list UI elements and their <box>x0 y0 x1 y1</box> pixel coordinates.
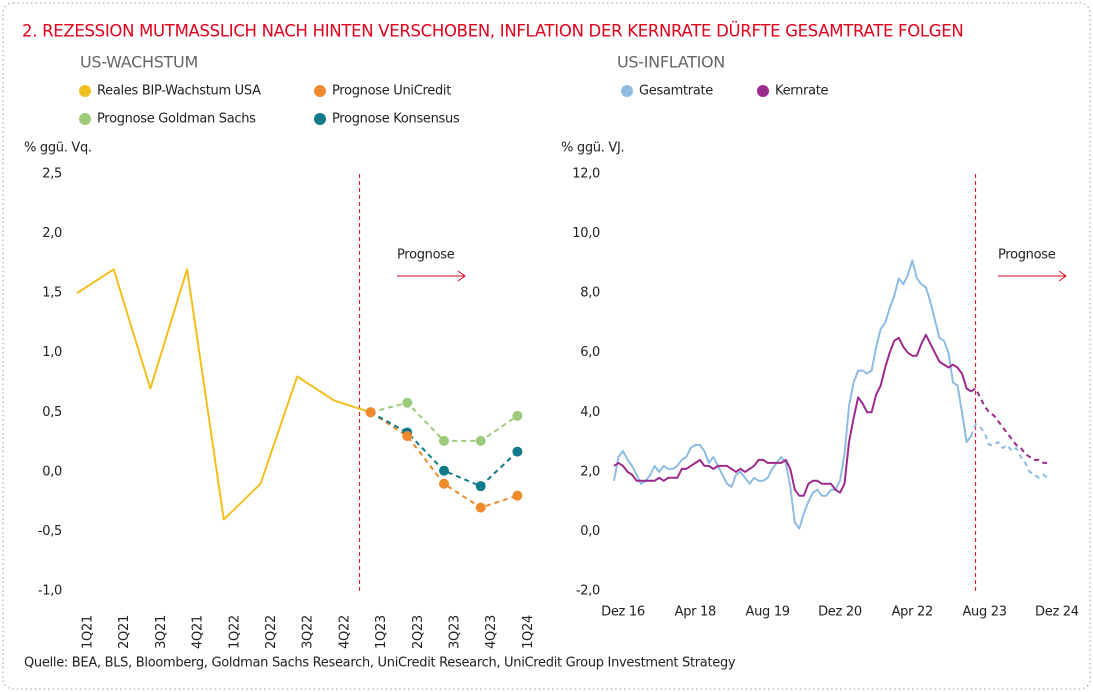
y-axis-label: % ggü. Vq. <box>24 141 92 156</box>
line <box>370 411 518 509</box>
legend-label: Prognose UniCredit <box>332 84 451 99</box>
line <box>76 268 371 521</box>
x-tick-label: 3Q22 <box>301 615 316 649</box>
y-tick-label: 2,5 <box>42 167 62 182</box>
y-tick-label: 10,0 <box>572 226 600 241</box>
legend-marker <box>757 85 769 97</box>
x-tick-label: 1Q21 <box>81 615 96 649</box>
x-tick-label: 2Q23 <box>411 615 426 649</box>
y-tick-label: 0,5 <box>42 405 62 420</box>
legend-label: Kernrate <box>775 84 829 99</box>
x-tick-label: 4Q22 <box>337 615 352 649</box>
point <box>512 446 523 457</box>
x-tick-label: 3Q23 <box>448 615 463 649</box>
x-tick-label: 3Q21 <box>154 615 169 649</box>
legend-label: Prognose Konsensus <box>332 112 460 127</box>
y-tick-label: 6,0 <box>580 345 600 360</box>
y-axis-label: % ggü. VJ. <box>561 141 624 156</box>
x-tick-label: 4Q21 <box>191 615 206 649</box>
line <box>613 333 972 497</box>
y-tick-label: -1,0 <box>38 584 62 599</box>
x-tick-label: 2Q22 <box>264 615 279 649</box>
y-tick-label: 2,0 <box>42 226 62 241</box>
point <box>475 481 486 492</box>
point <box>439 478 449 489</box>
legend-marker <box>314 113 326 125</box>
page-title: 2. REZESSION MUTMASSLICH NACH HINTEN VER… <box>22 22 963 41</box>
x-tick-label: Apr 18 <box>675 605 716 620</box>
chart-title: US-INFLATION <box>617 53 725 72</box>
x-tick-label: 2Q21 <box>117 615 132 649</box>
line <box>370 401 518 442</box>
source: Quelle: BEA, BLS, Bloomberg, Goldman Sac… <box>24 656 736 671</box>
legend-label: Prognose Goldman Sachs <box>97 112 256 127</box>
y-tick-label: 1,0 <box>42 345 62 360</box>
legend-marker <box>79 113 91 125</box>
point <box>512 410 523 421</box>
y-tick-label: 2,0 <box>580 464 600 479</box>
x-tick-label: Dez 16 <box>601 605 645 620</box>
point <box>439 435 449 446</box>
x-tick-label: 1Q24 <box>521 615 536 649</box>
legend-marker <box>314 85 326 97</box>
line <box>970 423 1049 479</box>
x-tick-label: 1Q23 <box>374 615 389 649</box>
arrow <box>998 270 1067 282</box>
y-tick-label: -0,5 <box>38 524 62 539</box>
legend-marker <box>79 85 91 97</box>
point <box>475 435 486 446</box>
y-tick-label: 0,0 <box>580 524 600 539</box>
legend-marker <box>621 85 633 97</box>
point <box>402 431 413 442</box>
x-tick-label: 1Q22 <box>227 615 242 649</box>
line <box>970 387 1048 464</box>
point <box>439 465 449 476</box>
legend-label: Reales BIP-Wachstum USA <box>97 84 261 99</box>
point <box>512 490 523 501</box>
y-tick-label: 8,0 <box>580 286 600 301</box>
chart-title: US-WACHSTUM <box>80 53 198 72</box>
y-tick-label: 4,0 <box>580 405 600 420</box>
y-tick-label: -2,0 <box>576 584 600 599</box>
x-tick-label: Dez 24 <box>1035 605 1079 620</box>
arrow <box>397 270 466 282</box>
annotation: Prognose <box>998 248 1056 263</box>
legend-label: Gesamtrate <box>639 84 713 99</box>
x-tick-label: Dez 20 <box>818 605 862 620</box>
x-tick-label: 4Q23 <box>484 615 499 649</box>
x-tick-label: Apr 22 <box>892 605 933 620</box>
y-tick-label: 1,5 <box>42 286 62 301</box>
x-tick-label: Aug 19 <box>746 605 790 620</box>
point <box>402 397 413 408</box>
y-tick-label: 12,0 <box>572 167 600 182</box>
x-tick-label: Aug 23 <box>962 605 1006 620</box>
point <box>475 502 486 513</box>
line <box>613 259 972 530</box>
y-tick-label: 0,0 <box>42 464 62 479</box>
point <box>365 407 376 418</box>
annotation: Prognose <box>397 248 455 263</box>
arrows <box>397 270 1067 282</box>
